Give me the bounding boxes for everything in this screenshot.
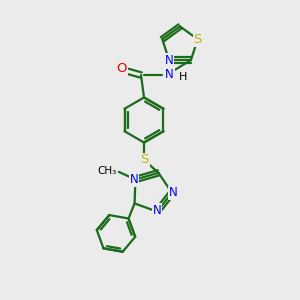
Text: S: S — [194, 33, 202, 46]
Text: CH₃: CH₃ — [97, 166, 116, 176]
Text: N: N — [169, 186, 178, 199]
Text: N: N — [165, 68, 174, 82]
Text: N: N — [153, 204, 161, 217]
Text: N: N — [130, 173, 138, 186]
Text: S: S — [140, 153, 149, 167]
Text: O: O — [116, 62, 127, 75]
Text: N: N — [165, 53, 173, 67]
Text: H: H — [179, 72, 188, 82]
